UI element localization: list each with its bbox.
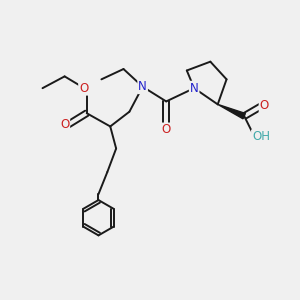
Text: N: N: [138, 80, 147, 93]
Text: N: N: [190, 82, 199, 95]
Text: OH: OH: [252, 130, 270, 143]
Text: O: O: [60, 118, 69, 131]
Text: O: O: [79, 82, 88, 95]
Text: O: O: [260, 99, 269, 112]
Polygon shape: [218, 104, 245, 119]
Text: O: O: [162, 124, 171, 136]
